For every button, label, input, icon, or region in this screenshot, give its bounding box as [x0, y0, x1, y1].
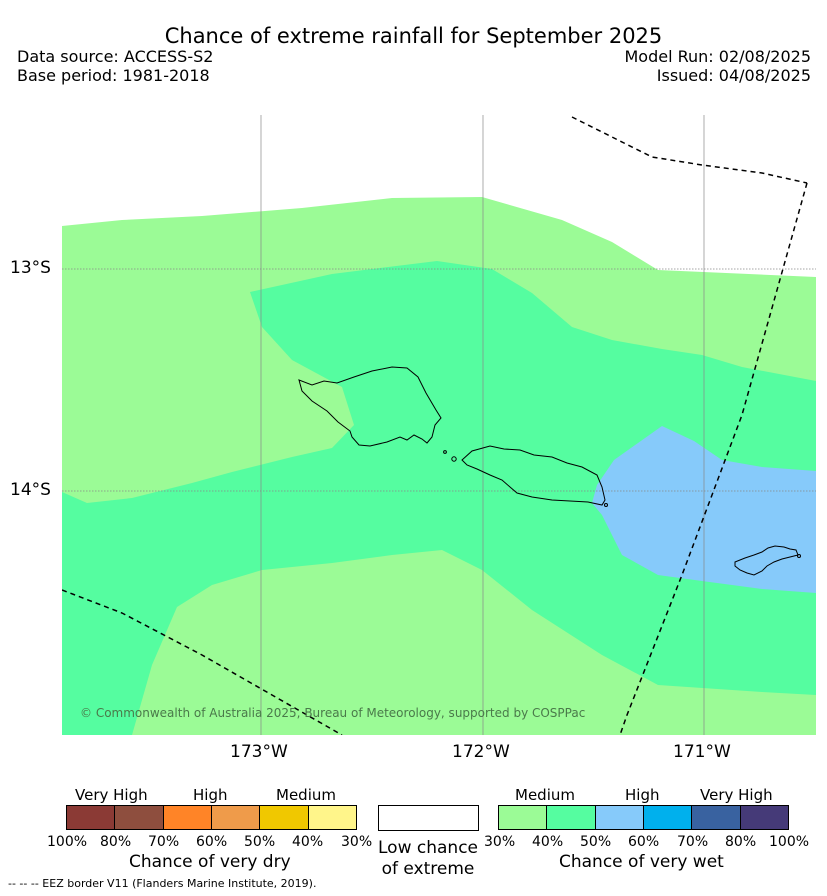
legend-dry-high: High: [193, 786, 228, 804]
legend-dry-tick: 80%: [100, 834, 132, 850]
islet-apolima: [443, 450, 447, 454]
legend-wet-swatch: [692, 806, 741, 829]
legend-dry-swatch: [308, 806, 356, 829]
legend-dry-caption: Chance of very dry: [129, 852, 291, 872]
graticule: [62, 115, 816, 735]
legend-wet-tick: 100%: [769, 834, 810, 850]
legend-low-caption: Low chance of extreme: [378, 838, 478, 879]
issued-date: Issued: 04/08/2025: [656, 66, 811, 85]
lat-label-14s: 14°S: [10, 480, 51, 500]
legend-dry-swatch: [67, 806, 116, 829]
islet-aunuu: [797, 554, 801, 558]
legend-dry-tick: 30%: [341, 834, 373, 850]
map-canvas: [62, 115, 816, 735]
islet-east: [604, 503, 608, 507]
legend-dry-swatch: [260, 806, 309, 829]
island-savaii: [298, 366, 442, 447]
legend-wet-tick: 40%: [532, 834, 564, 850]
lat-label-13s: 13°S: [10, 258, 51, 278]
legend-wet-swatch: [643, 806, 693, 829]
eez-border: [62, 116, 808, 735]
legend-dry-tick: 50%: [244, 834, 276, 850]
meta-left: Data source: ACCESS-S2 Base period: 1981…: [17, 47, 213, 85]
copyright-notice: © Commonwealth of Australia 2025, Bureau…: [80, 706, 586, 720]
model-run: Model Run: 02/08/2025: [624, 47, 812, 66]
legend-wet-colorbar: [498, 805, 789, 830]
legend-wet-very-high: Very High: [700, 786, 773, 804]
meta-right: Model Run: 02/08/2025 Issued: 04/08/2025: [625, 47, 812, 85]
lon-label-173w: 173°W: [230, 742, 288, 762]
legend-wet-swatch: [595, 806, 644, 829]
legend-dry-tick: 40%: [292, 834, 324, 850]
legend-dry-very-high: Very High: [75, 786, 148, 804]
legend-dry-tick: 60%: [196, 834, 228, 850]
lon-label-172w: 172°W: [452, 742, 510, 762]
islands: [298, 366, 801, 576]
legend-wet-swatch: [740, 806, 788, 829]
legend-dry-tick: 100%: [47, 834, 88, 850]
island-tutuila: [734, 545, 799, 576]
legend-wet-swatch: [499, 806, 548, 829]
legend-low-swatch: [378, 805, 479, 831]
legend-dry-swatch: [115, 806, 164, 829]
legend-dry-tick: 70%: [148, 834, 180, 850]
eez-footnote: -- -- -- EEZ border V11 (Flanders Marine…: [8, 877, 317, 890]
eez-border-southwest: [62, 589, 343, 735]
legend-dry-swatch: [211, 806, 261, 829]
legend-dry-medium: Medium: [276, 786, 336, 804]
lon-label-171w: 171°W: [673, 742, 731, 762]
legend-dry-swatch: [163, 806, 212, 829]
islet-manono: [451, 456, 457, 462]
eez-border-east: [619, 182, 808, 735]
legend-wet-caption: Chance of very wet: [559, 852, 724, 872]
legend-wet-swatch: [547, 806, 596, 829]
legend-wet-high: High: [625, 786, 660, 804]
rainfall-map: [62, 115, 816, 735]
legend-wet-tick: 30%: [484, 834, 516, 850]
legend-wet-tick: 80%: [725, 834, 757, 850]
zone-medium-40-50-north: [62, 261, 816, 735]
island-upolu: [461, 445, 606, 506]
legend-dry-colorbar: [66, 805, 357, 830]
map-title: Chance of extreme rainfall for September…: [164, 24, 663, 48]
legend-wet-tick: 70%: [677, 834, 709, 850]
legend-wet-medium: Medium: [515, 786, 575, 804]
legend-wet-tick: 50%: [580, 834, 612, 850]
data-source: Data source: ACCESS-S2: [17, 47, 214, 66]
base-period: Base period: 1981-2018: [17, 66, 210, 85]
legend-wet-tick: 60%: [628, 834, 660, 850]
